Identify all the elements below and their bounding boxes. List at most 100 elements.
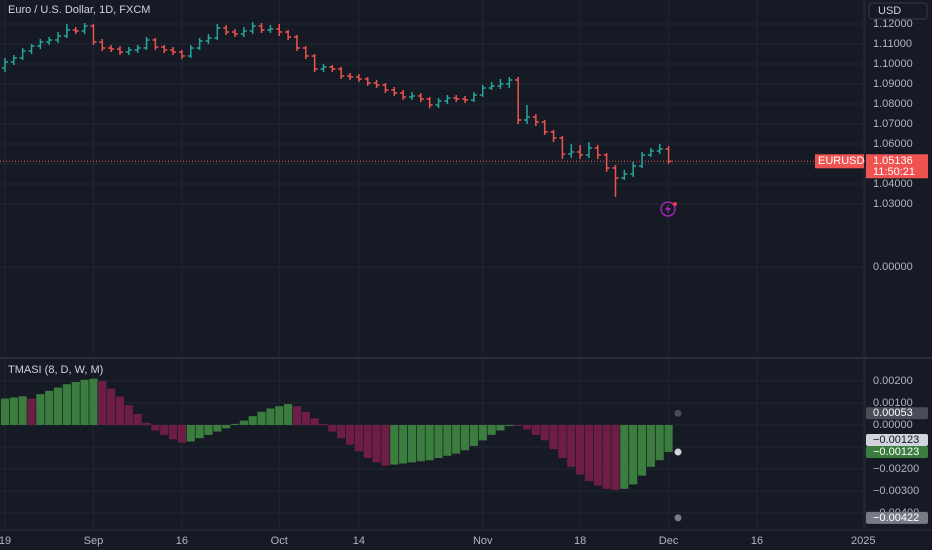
alert-icon-bolt [665, 204, 671, 214]
y-tick-label: 0.00000 [873, 261, 913, 273]
histogram-bar [345, 424, 355, 445]
histogram-bar [213, 424, 222, 432]
histogram-bar [629, 424, 638, 485]
histogram-bar [407, 424, 417, 463]
histogram-bar [204, 424, 213, 435]
histogram-bar [549, 424, 558, 450]
histogram-bar [98, 380, 107, 425]
y-tick-label: −0.00300 [873, 485, 919, 497]
price-label: 1.05136 [873, 155, 913, 167]
histogram-bar [27, 398, 36, 425]
x-tick-label: 14 [353, 535, 365, 547]
histogram-bar [328, 424, 337, 432]
histogram-bar [284, 404, 293, 425]
value-badge-label: −0.00422 [873, 512, 919, 524]
histogram-bar [637, 424, 647, 476]
y-tick-label: 1.04000 [873, 178, 913, 190]
histogram-bar [62, 384, 71, 425]
histogram-bar [239, 420, 248, 425]
histogram-bar [478, 424, 487, 441]
histogram-bar [301, 411, 310, 425]
histogram-bar [522, 424, 532, 430]
histogram-bar [292, 406, 302, 425]
y-tick-label: 1.11000 [873, 38, 912, 50]
histogram-bar [514, 424, 523, 427]
histogram-bar [593, 424, 602, 486]
histogram-bar [558, 424, 567, 458]
histogram-bar [337, 424, 346, 439]
y-tick-label: 0.00200 [873, 375, 913, 387]
symbol-label: EURUSD [818, 155, 865, 167]
value-badge-label: −0.00123 [873, 434, 919, 446]
x-tick-label: 16 [751, 535, 763, 547]
countdown-label: 11:50:21 [873, 166, 915, 178]
histogram-bar [646, 424, 655, 467]
histogram-bar [18, 396, 27, 425]
histogram-bar [531, 424, 540, 435]
histogram-bar [89, 378, 98, 425]
histogram-bar [655, 424, 664, 461]
histogram-bar [177, 424, 186, 443]
currency: USD [878, 5, 901, 17]
histogram-bar [664, 424, 673, 453]
currency-box[interactable] [868, 2, 928, 20]
histogram-bar [9, 397, 18, 425]
histogram-bar [186, 424, 195, 442]
value-badge [866, 511, 928, 524]
alert-icon-dot [673, 202, 677, 206]
x-tick-label: Nov [473, 535, 493, 547]
histogram-bar [71, 382, 80, 425]
histogram-bar [584, 424, 594, 482]
histogram-bar [107, 388, 116, 425]
histogram-bar [611, 424, 620, 490]
histogram-bar [443, 424, 452, 456]
y-tick-label: 1.07000 [873, 118, 913, 130]
indicator-title: TMASI (8, D, W, M) [8, 364, 103, 376]
alert-icon[interactable] [660, 201, 677, 217]
value-badge [866, 407, 928, 420]
histogram-bar [372, 424, 381, 463]
histogram-bar [354, 424, 363, 452]
chart-title: Euro / U.S. Dollar, 1D, FXCM [8, 4, 150, 16]
histogram-bar [540, 424, 549, 441]
histogram-bar [151, 424, 160, 431]
histogram-bar [381, 424, 390, 466]
y-tick-label: −0.00200 [873, 463, 919, 475]
x-tick-label: Dec [659, 535, 679, 547]
histogram-bar [567, 424, 576, 467]
histogram-bar [266, 408, 275, 425]
plot-dot [674, 409, 682, 417]
histogram-bar [195, 424, 204, 439]
histogram-bar [469, 424, 478, 446]
histogram-bar [45, 390, 54, 425]
histogram-bar [160, 424, 169, 435]
histogram-bar [390, 424, 399, 465]
value-badge [866, 434, 928, 447]
histogram-bar [0, 398, 10, 425]
histogram-bar [36, 394, 45, 425]
histogram-bar [576, 424, 585, 475]
x-tick-label: 18 [574, 535, 586, 547]
histogram-bar [115, 396, 125, 425]
y-tick-label: 1.09000 [873, 78, 913, 90]
histogram-bar [399, 424, 408, 464]
histogram-bar [230, 423, 240, 425]
y-tick-label: 1.10000 [873, 58, 913, 70]
histogram-bar [416, 424, 425, 462]
histogram-bar [602, 424, 611, 489]
histogram-bar [363, 424, 372, 458]
histogram-bar [460, 424, 470, 451]
histogram-bar [124, 405, 133, 425]
alert-icon-ring [660, 201, 676, 217]
y-tick-label: 1.08000 [873, 98, 913, 110]
histogram-bar [257, 411, 266, 425]
value-badge-label: 0.00053 [873, 407, 913, 419]
last-value-badge [866, 446, 928, 459]
histogram-bar [487, 424, 496, 435]
last-value-label: −0.00123 [873, 446, 919, 458]
symbol-badge [815, 154, 864, 169]
histogram-bar [425, 424, 434, 461]
x-tick-label: Sep [84, 535, 104, 547]
